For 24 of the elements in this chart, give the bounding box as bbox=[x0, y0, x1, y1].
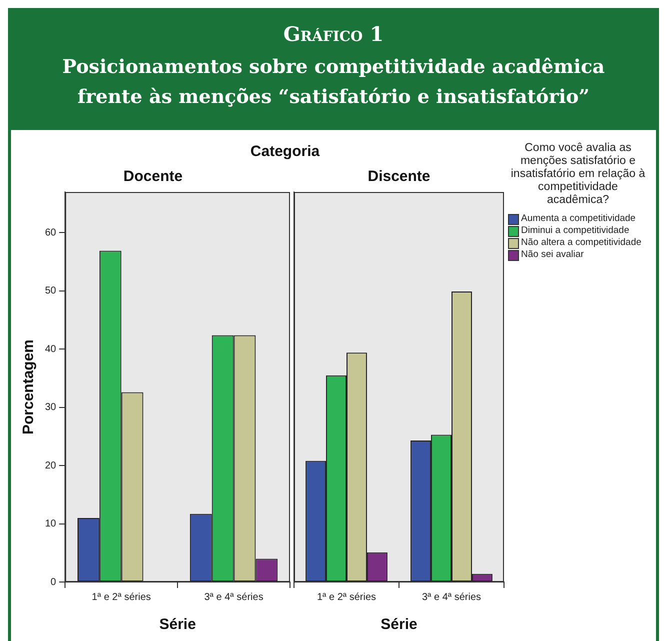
y-tick-label: 0 bbox=[50, 576, 57, 588]
legend-label: Diminui a competitividade bbox=[521, 225, 630, 237]
y-tick-label: 10 bbox=[45, 518, 57, 530]
x-tick-label: 3ª e 4ª séries bbox=[422, 592, 482, 603]
y-tick-label: 20 bbox=[45, 460, 57, 472]
legend-title: Como você avalia as menções satisfatório e insatisfatório em relação à competitividade acadêmica? bbox=[510, 142, 646, 207]
y-tick-label: 60 bbox=[45, 227, 57, 238]
text: Categoria bbox=[249, 143, 321, 160]
text: Posicionamentos sobre competitividade acadêmica frente às menções “satisfatório e insatisfatório” bbox=[61, 55, 606, 110]
x-axis-title: Série bbox=[159, 616, 196, 634]
y-tick-label: 40 bbox=[45, 344, 57, 355]
x-tick-label: 1ª e 2ª séries bbox=[92, 592, 151, 603]
x-axis-title: Série bbox=[380, 616, 418, 634]
legend-label: Não altera a competitividade bbox=[521, 237, 642, 249]
x-tick-label: 1ª e 2ª séries bbox=[316, 592, 376, 603]
x-tick-label: 3ª e 4ª séries bbox=[204, 592, 264, 603]
legend-label: Aumenta a competitividade bbox=[521, 213, 636, 225]
legend-label: Não sei avaliar bbox=[521, 249, 584, 261]
y-tick-label: 50 bbox=[45, 286, 57, 297]
chart-title: Discente bbox=[368, 168, 430, 186]
y-axis-title: Porcentagem bbox=[20, 339, 38, 435]
text: Gráfico 1 bbox=[282, 22, 385, 46]
y-tick-label: 30 bbox=[45, 402, 57, 414]
chart-title: Docente bbox=[123, 168, 183, 186]
